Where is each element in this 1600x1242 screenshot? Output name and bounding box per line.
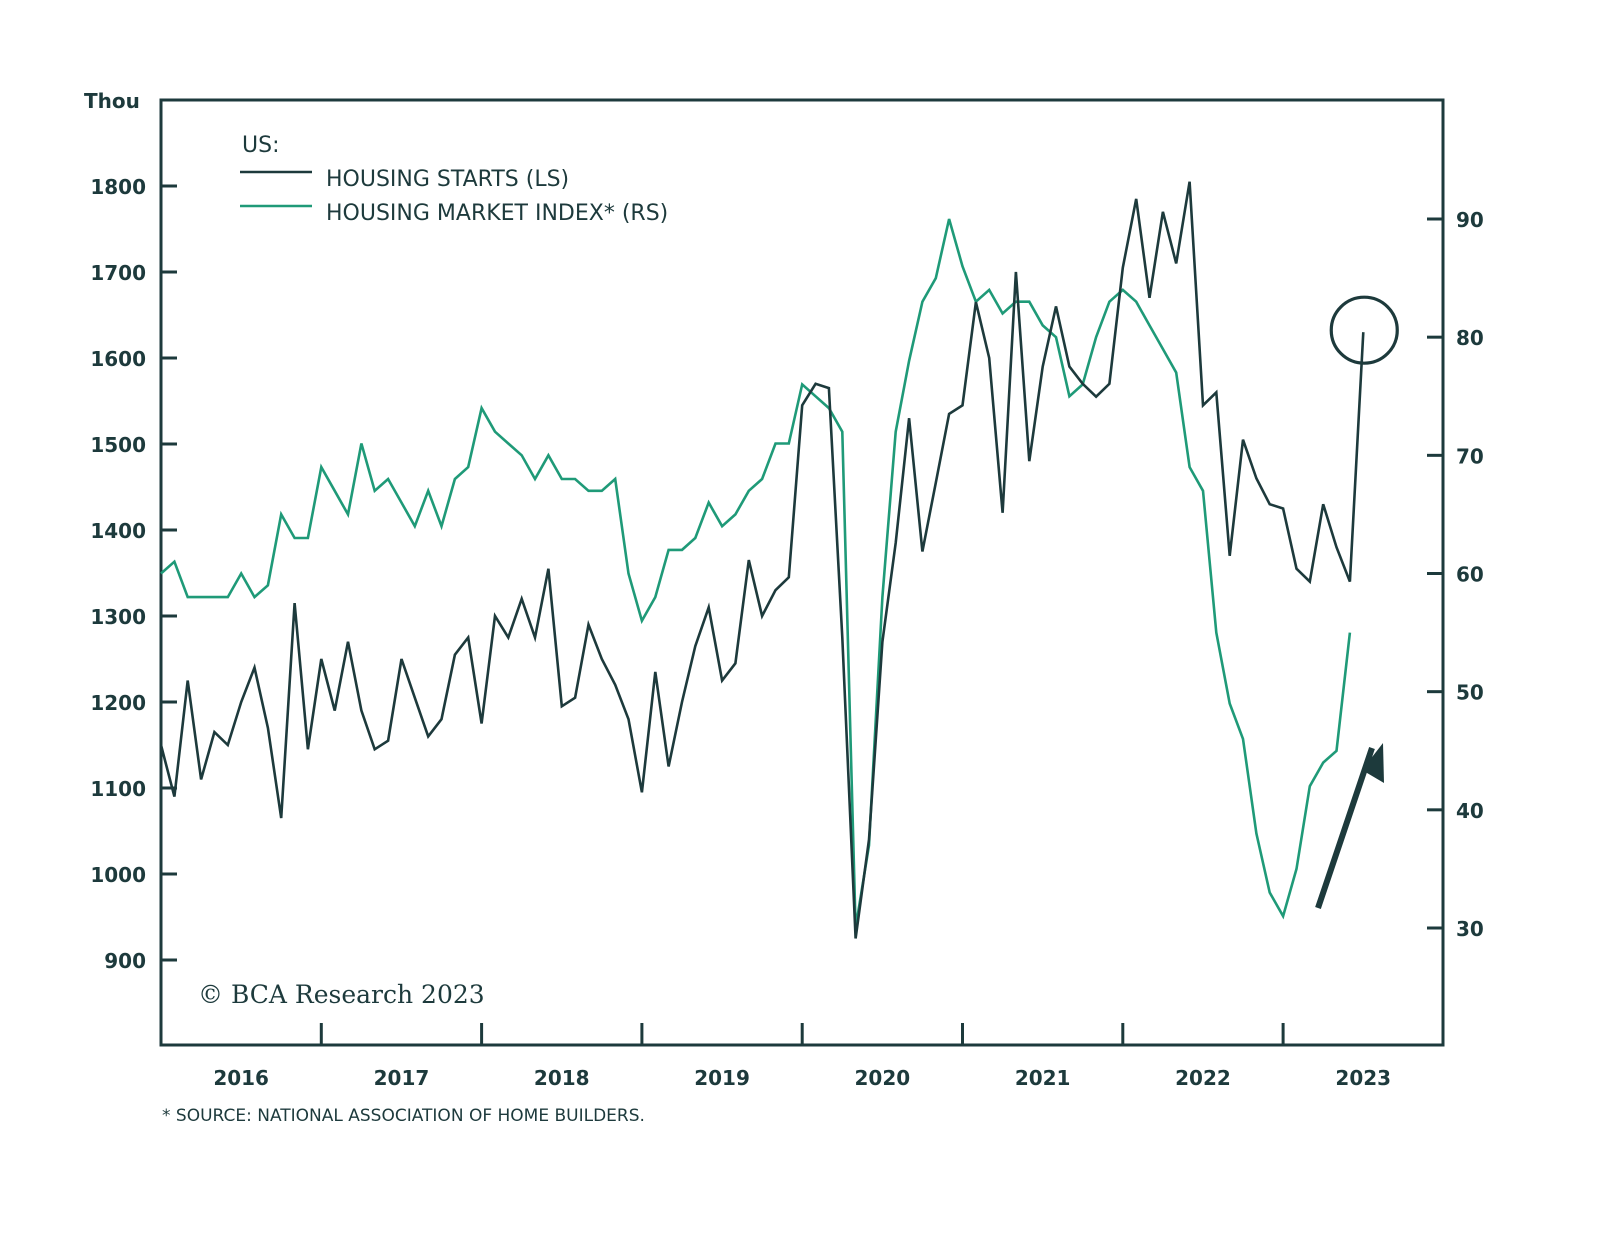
right-tick-label: 80 — [1456, 326, 1484, 350]
x-tick-label: 2018 — [534, 1066, 590, 1090]
series-housing-market-index — [160, 218, 1352, 929]
x-axis: 2016 2017 2018 2019 2020 2021 2022 2023 — [213, 1023, 1391, 1090]
right-tick-label: 30 — [1456, 917, 1484, 941]
x-tick-label: 2022 — [1175, 1066, 1231, 1090]
annotation-arrow-shaft — [1315, 747, 1375, 909]
series-housing-starts — [159, 181, 1365, 939]
left-tick-label: 1200 — [90, 691, 146, 715]
right-tick-label: 40 — [1456, 799, 1484, 823]
legend-title: US: — [242, 133, 279, 158]
left-tick-label: 1600 — [90, 347, 146, 371]
left-tick-label: 1400 — [90, 519, 146, 543]
left-tick-label: 1000 — [90, 863, 146, 887]
right-axis: 30 40 50 60 70 80 90 — [1427, 208, 1484, 941]
x-tick-label: 2019 — [694, 1066, 750, 1090]
x-tick-label: 2021 — [1015, 1066, 1071, 1090]
footnote: * SOURCE: NATIONAL ASSOCIATION OF HOME B… — [162, 1106, 645, 1126]
left-tick-label: 1500 — [90, 433, 146, 457]
x-tick-label: 2020 — [855, 1066, 911, 1090]
x-tick-label: 2016 — [213, 1066, 269, 1090]
x-tick-label: 2017 — [374, 1066, 430, 1090]
annotations — [1315, 295, 1399, 909]
annotation-circle — [1329, 295, 1399, 365]
legend-label-housing-market-index: HOUSING MARKET INDEX* (RS) — [326, 201, 668, 226]
plot-frame — [159, 98, 1445, 1047]
legend: US: HOUSING STARTS (LS) HOUSING MARKET I… — [240, 133, 668, 226]
left-tick-label: 1100 — [90, 777, 146, 801]
left-tick-label: 1300 — [90, 605, 146, 629]
left-tick-label: 1800 — [90, 175, 146, 199]
x-tick-label: 2023 — [1335, 1066, 1391, 1090]
right-tick-label: 90 — [1456, 208, 1484, 232]
left-axis: 900 1000 1100 1200 1300 1400 1500 1600 1700 1800 — [90, 175, 177, 973]
series-layer — [159, 181, 1365, 939]
right-tick-label: 60 — [1456, 563, 1484, 587]
copyright-label: © BCA Research 2023 — [198, 980, 485, 1009]
right-tick-label: 70 — [1456, 444, 1484, 468]
left-tick-label: 1700 — [90, 261, 146, 285]
right-tick-label: 50 — [1456, 681, 1484, 705]
left-tick-label: 900 — [104, 949, 146, 973]
annotation-arrow-head — [1362, 743, 1384, 783]
left-axis-unit-label: Thou — [84, 89, 140, 113]
legend-label-housing-starts: HOUSING STARTS (LS) — [326, 167, 569, 192]
